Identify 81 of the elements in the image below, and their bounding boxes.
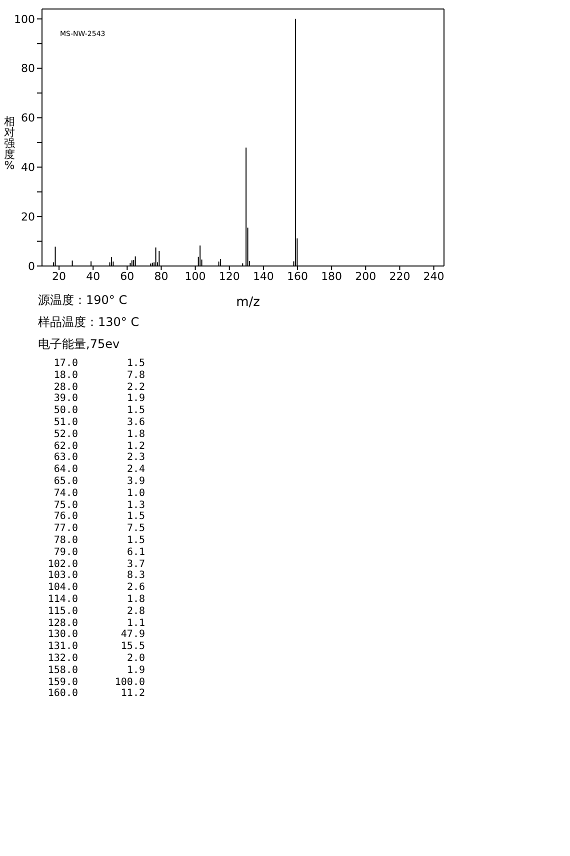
text: 1.8 — [126, 428, 145, 440]
y-tick-label: 40 — [21, 161, 35, 174]
text: 7.8 — [126, 370, 145, 381]
y-tick-label: 20 — [21, 210, 35, 224]
text: 15.5 — [120, 641, 145, 652]
y-tick-label: 0 — [28, 260, 35, 273]
text: 3.7 — [126, 558, 145, 570]
x-tick-label: 60 — [120, 270, 134, 283]
category-label: 160.0 — [46, 688, 78, 700]
category-label: 103.0 — [46, 570, 78, 582]
y-tick-label: 60 — [21, 112, 35, 125]
category-label: 50.0 — [52, 405, 78, 417]
text: 源温度：190° C — [38, 292, 128, 309]
text: 8.3 — [126, 570, 145, 582]
text: 47.9 — [120, 629, 145, 640]
x-tick-label: 100 — [184, 270, 206, 283]
y-axis-title: 相对强度% — [3, 115, 16, 172]
text: 1.5 — [126, 534, 145, 546]
x-tick-label: 200 — [355, 270, 376, 283]
text: 2.6 — [126, 582, 145, 594]
x-tick-label: 160 — [287, 270, 308, 283]
text: 1.2 — [126, 440, 145, 452]
category-label: 62.0 — [52, 440, 78, 452]
text: 7.5 — [126, 523, 145, 534]
text: 11.2 — [120, 688, 145, 700]
text: 2.4 — [126, 464, 145, 476]
category-label: 52.0 — [52, 428, 78, 441]
text: 2.3 — [126, 452, 145, 464]
x-tick-label: 40 — [86, 270, 100, 283]
category-label: 18.0 — [52, 370, 78, 382]
text: 2.2 — [126, 382, 145, 393]
category-label: 128.0 — [46, 618, 78, 630]
category-label: 130.0 — [46, 629, 78, 642]
category-label: 79.0 — [52, 546, 78, 559]
x-tick-label: 140 — [252, 270, 274, 283]
text: 2.8 — [126, 606, 145, 617]
text: 1.5 — [126, 358, 145, 369]
category-label: 39.0 — [52, 393, 78, 406]
category-label: 65.0 — [52, 476, 78, 488]
x-tick-label: 20 — [52, 270, 66, 283]
x-tick-label: 80 — [154, 270, 168, 283]
text: 3.9 — [126, 476, 145, 487]
category-label: 74.0 — [52, 488, 78, 500]
category-label: 131.0 — [46, 641, 78, 653]
category-label: 76.0 — [52, 511, 78, 524]
text: 1.3 — [126, 500, 145, 511]
category-label: 159.0 — [46, 676, 78, 688]
text: 样品温度：130° C — [38, 314, 140, 331]
category-label: 64.0 — [52, 464, 78, 476]
y-tick-label: 80 — [21, 62, 35, 76]
text: 1.0 — [126, 488, 145, 499]
category-label: 102.0 — [46, 558, 78, 570]
category-label: 115.0 — [46, 606, 78, 618]
category-label: 104.0 — [46, 582, 78, 594]
text: 1.5 — [126, 405, 145, 416]
text: 1.9 — [126, 664, 145, 676]
text: 100.0 — [114, 676, 145, 688]
x-tick-label: 220 — [389, 270, 410, 283]
text: 6.1 — [126, 546, 145, 558]
category-label: 132.0 — [46, 652, 78, 665]
x-tick-label: 240 — [423, 270, 444, 283]
category-label: 28.0 — [52, 382, 78, 394]
x-axis-title: m/z — [235, 295, 261, 310]
text: 2.0 — [126, 652, 145, 664]
category-label: 158.0 — [46, 664, 78, 677]
y-tick-label: 100 — [14, 12, 35, 26]
category-label: 63.0 — [52, 452, 78, 464]
category-label: 114.0 — [46, 594, 78, 606]
category-label: 17.0 — [52, 358, 78, 370]
text: 1.9 — [126, 393, 145, 404]
category-label: 51.0 — [52, 416, 78, 429]
x-tick-label: 180 — [321, 270, 342, 283]
text: 1.1 — [126, 618, 145, 629]
text: 1.5 — [126, 511, 145, 522]
category-label: 75.0 — [52, 500, 78, 512]
text: 电子能量,75ev — [38, 336, 120, 353]
category-label: 77.0 — [52, 523, 78, 535]
category-label: 78.0 — [52, 534, 78, 547]
x-tick-label: 120 — [218, 270, 240, 283]
text: 1.8 — [126, 594, 145, 605]
text: 3.6 — [126, 416, 145, 428]
